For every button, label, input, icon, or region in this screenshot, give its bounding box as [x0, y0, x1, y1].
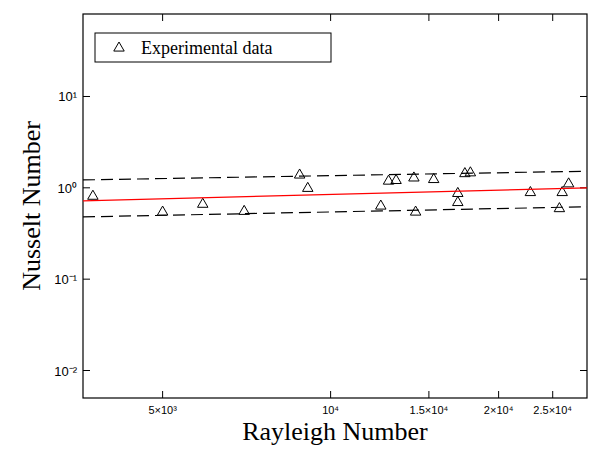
data-point	[88, 190, 98, 199]
data-point	[376, 200, 386, 209]
x-tick-label: 5×10³	[148, 404, 177, 416]
data-point	[563, 178, 573, 187]
x-tick	[330, 14, 331, 21]
y-tick	[580, 279, 587, 280]
y-tick	[83, 279, 90, 280]
y-tick	[83, 187, 90, 188]
background	[0, 0, 615, 452]
y-tick-label: 10⁰	[58, 181, 77, 196]
legend: Experimental data	[95, 33, 331, 62]
y-tick	[83, 370, 90, 371]
legend-box	[95, 33, 331, 62]
x-tick-label: 2.5×10⁴	[533, 404, 572, 416]
plot-area	[83, 167, 587, 217]
data-point	[428, 173, 438, 182]
data-point	[303, 182, 313, 191]
x-tick	[330, 391, 331, 398]
plot-frame	[83, 14, 587, 398]
y-tick-label: 10⁻²	[54, 364, 77, 379]
y-tick-label: 10¹	[58, 89, 77, 104]
x-tick	[552, 391, 553, 398]
fit-line	[83, 188, 587, 201]
y-tick	[83, 96, 90, 97]
y-tick	[580, 370, 587, 371]
data-point	[409, 172, 419, 181]
x-tick	[162, 14, 163, 21]
x-tick	[498, 14, 499, 21]
data-point	[157, 206, 167, 215]
data-point	[460, 168, 470, 177]
data-point	[453, 187, 463, 196]
data-point	[198, 198, 208, 207]
y-tick-label: 10⁻¹	[54, 272, 77, 287]
data-point	[465, 167, 475, 176]
x-tick-label: 2×10⁴	[484, 404, 514, 416]
x-tick	[428, 14, 429, 21]
data-point	[525, 187, 535, 196]
x-tick	[498, 391, 499, 398]
x-axis-title: Rayleigh Number	[242, 417, 428, 446]
data-point	[391, 174, 401, 183]
dashed-line	[83, 171, 587, 180]
data-point	[383, 175, 393, 184]
legend-label: Experimental data	[141, 38, 272, 58]
x-tick-label: 1.5×10⁴	[410, 404, 449, 416]
x-tick	[428, 391, 429, 398]
x-tick	[552, 14, 553, 21]
y-axis-title: Nusselt Number	[17, 121, 46, 291]
dashed-line	[83, 207, 587, 217]
x-tick	[162, 391, 163, 398]
legend-marker	[114, 42, 124, 51]
x-tick-label: 10⁴	[322, 404, 339, 416]
chart: 5×10³ 10⁴ 1.5×10⁴ 2×10⁴ 2.5×10⁴ 10⁻² 10⁻¹ 10⁰ 10…	[0, 0, 615, 452]
data-point	[453, 196, 463, 205]
y-tick	[580, 96, 587, 97]
